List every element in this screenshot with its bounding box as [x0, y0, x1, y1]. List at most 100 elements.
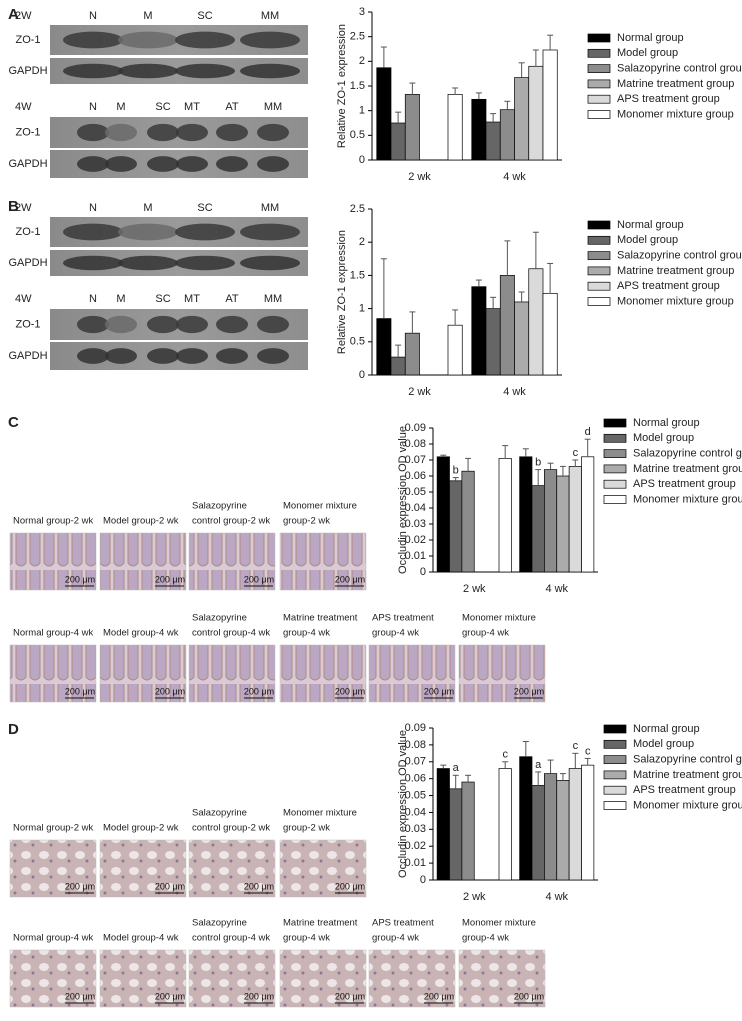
bar — [436, 768, 450, 881]
bar — [542, 292, 558, 376]
image-caption: group-4 wk — [283, 628, 330, 639]
legend-swatch — [603, 755, 627, 764]
image-caption: APS treatment — [372, 918, 434, 929]
scale-bar-label: 200 μm — [514, 686, 544, 696]
bar — [531, 485, 545, 573]
y-tick-label: 0.06 — [405, 470, 426, 482]
blot-row-label: GAPDH — [8, 350, 47, 362]
bar — [471, 286, 487, 376]
y-tick-label: 2 — [359, 55, 365, 67]
legend-swatch — [587, 94, 611, 104]
y-tick-label: 0.01 — [405, 857, 426, 869]
x-tick-label: 4 wk — [503, 386, 526, 398]
error-bar — [395, 344, 402, 358]
blot-row-label: ZO-1 — [15, 226, 40, 238]
legend-swatch — [587, 64, 611, 73]
legend-swatch — [587, 220, 611, 230]
error-bar — [502, 445, 509, 459]
legend-swatch — [603, 464, 627, 474]
error-bar — [475, 92, 482, 100]
panel-label: D — [8, 721, 19, 738]
lane-label: MM — [264, 293, 282, 305]
image-caption: control group-4 wk — [192, 933, 270, 944]
legend-swatch — [603, 433, 627, 443]
error-bar — [535, 469, 542, 486]
micrograph — [188, 949, 276, 1008]
panel-label: C — [8, 414, 19, 431]
blot-band — [147, 315, 179, 334]
y-tick-label: 0.05 — [405, 789, 426, 801]
image-caption: Matrine treatment — [283, 613, 358, 624]
blot-row-label: GAPDH — [8, 65, 47, 77]
bar — [514, 77, 530, 161]
y-axis-title: Occludin expression OD value — [397, 426, 409, 574]
y-tick-label: 3 — [359, 6, 365, 18]
y-tick-label: 0.03 — [405, 823, 426, 835]
panel-label: A — [8, 6, 19, 23]
bar — [376, 67, 392, 161]
y-tick-label: 2 — [359, 236, 365, 248]
y-axis-title: Relative ZO-1 expression — [336, 230, 348, 354]
bar — [528, 268, 544, 376]
image-caption: Normal group-2 wk — [13, 516, 93, 527]
legend-label: APS treatment group — [617, 93, 720, 105]
blot-band — [118, 255, 178, 271]
significance-label: b — [453, 465, 459, 477]
blot-band — [175, 31, 235, 49]
bar — [519, 456, 533, 573]
time-label: 4W — [15, 293, 32, 305]
blot-band — [77, 348, 109, 364]
blot-band — [77, 156, 109, 172]
blot-band — [257, 156, 289, 172]
legend-label: Model group — [617, 234, 678, 246]
micrograph — [9, 532, 97, 591]
significance-label: c — [573, 740, 579, 752]
time-label: 2W — [15, 202, 32, 214]
bar — [581, 764, 595, 881]
error-bar — [518, 62, 525, 78]
legend-label: Normal group — [633, 417, 700, 429]
scale-bar-label: 200 μm — [155, 686, 185, 696]
lane-label: AT — [225, 293, 239, 305]
image-caption: Monomer mixture — [283, 501, 357, 512]
y-tick-label: 0.06 — [405, 773, 426, 785]
legend-swatch — [603, 449, 627, 458]
legend-label: Model group — [633, 738, 694, 750]
scale-bar-label: 200 μm — [244, 881, 274, 891]
bar — [499, 109, 515, 161]
blot-band — [77, 315, 109, 334]
blot-band — [77, 123, 109, 142]
error-bar — [380, 46, 387, 68]
x-tick-label: 4 wk — [545, 891, 568, 903]
bar — [471, 98, 487, 161]
scale-bar-label: 200 μm — [65, 881, 95, 891]
bar — [485, 121, 501, 161]
scale-bar-label: 200 μm — [514, 991, 544, 1001]
image-caption: group-4 wk — [462, 933, 509, 944]
legend-swatch — [587, 251, 611, 260]
scale-bar-label: 200 μm — [65, 991, 95, 1001]
y-tick-label: 0.5 — [350, 336, 365, 348]
legend-swatch — [587, 235, 611, 245]
blot-band — [216, 156, 248, 172]
error-bar — [547, 34, 554, 50]
bar — [498, 458, 512, 573]
bar — [461, 781, 475, 881]
scale-bar-label: 200 μm — [335, 991, 365, 1001]
y-axis-title: Occludin expression OD value — [397, 730, 409, 878]
x-tick-label: 4 wk — [503, 171, 526, 183]
panel-label: B — [8, 198, 19, 215]
error-bar — [465, 457, 472, 472]
error-bar — [547, 262, 554, 294]
y-tick-label: 0 — [359, 369, 365, 381]
legend-swatch — [587, 110, 611, 119]
image-caption: Salazopyrine — [192, 613, 247, 624]
significance-label: a — [535, 759, 542, 771]
blot-row-label: GAPDH — [8, 257, 47, 269]
micrograph — [99, 839, 187, 898]
y-tick-label: 1 — [359, 303, 365, 315]
y-tick-label: 0.04 — [405, 502, 426, 514]
micrograph — [458, 644, 546, 703]
blot-band — [216, 348, 248, 364]
